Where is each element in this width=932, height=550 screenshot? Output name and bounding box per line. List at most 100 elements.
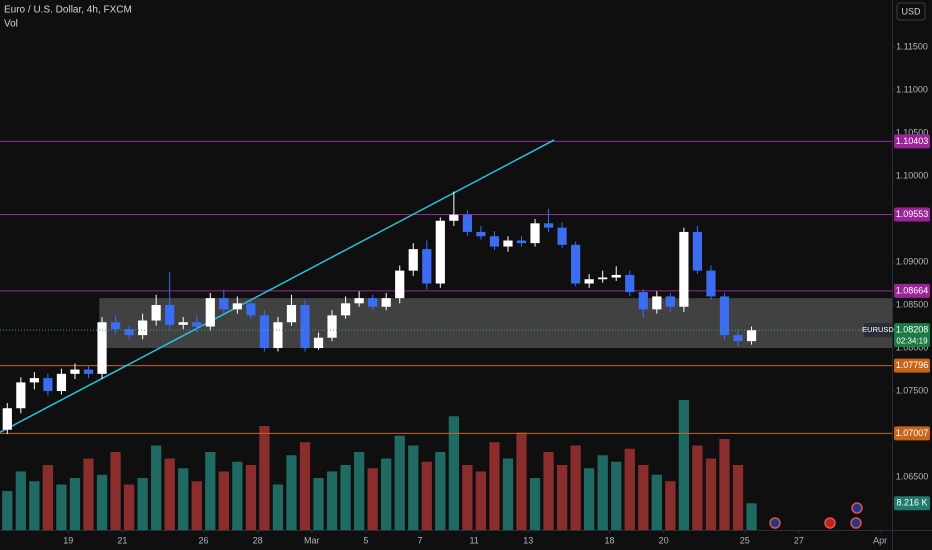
volume-bar [2, 491, 13, 530]
x-tick-label: Mar [304, 535, 320, 545]
candle-body [516, 240, 527, 244]
candle-body [219, 298, 229, 310]
candle-body [408, 249, 418, 271]
candle-body [273, 322, 283, 349]
volume-bar [123, 484, 135, 530]
currency-button[interactable] [896, 2, 926, 21]
volume-bar [529, 478, 541, 530]
x-tick-label: 27 [794, 535, 804, 545]
candle-body [97, 322, 107, 374]
event-icon[interactable] [851, 502, 863, 514]
volume-bar [502, 458, 514, 530]
volume-bar [638, 465, 649, 530]
chart-title: Euro / U.S. Dollar, 4h, FXCM [4, 5, 132, 16]
volume-bar [340, 465, 351, 530]
volume-bar [448, 416, 459, 530]
candle-body [381, 298, 391, 307]
zone [99, 298, 893, 349]
symbol-box [864, 323, 892, 338]
candle-body [462, 214, 472, 232]
volume-bar [83, 458, 94, 530]
x-tick-label: 28 [253, 535, 263, 545]
candle-body [665, 296, 675, 307]
volume-bar [42, 465, 54, 530]
volume-bar [462, 465, 473, 530]
volume-bar [326, 471, 338, 530]
candle-body [29, 378, 39, 383]
volume-bar [56, 484, 67, 530]
y-tick-label: 1.10000 [896, 170, 929, 180]
x-tick-label: 18 [604, 535, 614, 545]
volume-bar [408, 445, 419, 530]
event-icon[interactable] [769, 517, 781, 529]
currency-button-label[interactable]: USD [901, 6, 921, 16]
candle-body [652, 296, 662, 310]
volume-label-box [894, 496, 930, 511]
volume-bar [678, 400, 690, 530]
volume-bar [232, 461, 243, 530]
candle-body [638, 292, 648, 310]
candle-body [165, 305, 175, 325]
candle-body [43, 378, 53, 392]
x-tick-label: 11 [469, 535, 478, 545]
volume-bar [245, 465, 257, 530]
event-icon[interactable] [850, 517, 862, 529]
y-tick-label: 1.08500 [896, 299, 929, 309]
volume-bar [624, 448, 635, 530]
x-tick-label: 13 [523, 535, 533, 545]
candle-body [503, 240, 513, 247]
candle-body [422, 249, 432, 284]
event-icons [769, 502, 863, 529]
level-label-box [894, 358, 930, 373]
y-tick-label: 1.07500 [896, 385, 929, 395]
candle-body [327, 315, 337, 338]
candle-body [178, 322, 188, 325]
volume-bar [259, 426, 270, 530]
y-tick-label: 1.06500 [896, 471, 929, 481]
candle-body [543, 223, 554, 228]
volume-bar [218, 471, 229, 530]
volume-bar [435, 452, 446, 530]
candle-body [286, 305, 297, 323]
volume-bar [692, 445, 703, 530]
volume-bar [556, 465, 568, 530]
trendline [0, 139, 555, 433]
last-price-label: 1.08208 [896, 325, 929, 335]
volume-bar [299, 442, 311, 530]
candle-body [300, 305, 310, 349]
y-tick-label: 1.11000 [896, 84, 928, 94]
level-label-box [894, 426, 930, 441]
candle-body [571, 244, 581, 284]
volume-label: 8.216 K [896, 498, 927, 508]
candle-body [719, 296, 730, 336]
level-label: 1.10403 [896, 136, 929, 146]
y-tick-label: 1.10500 [896, 127, 929, 137]
volume-bar [69, 478, 81, 530]
candle-body [611, 274, 621, 278]
candle-body [692, 231, 703, 271]
volume-bar [475, 471, 487, 530]
volume-bar [732, 465, 744, 530]
x-tick-label: 25 [740, 535, 750, 545]
candle-body [313, 337, 324, 349]
volume-bar [570, 445, 581, 530]
event-icon[interactable] [824, 517, 836, 529]
candle-body [246, 303, 256, 316]
candle-body [746, 330, 757, 342]
last-price-box [894, 323, 930, 348]
volume-bar [489, 442, 500, 530]
candle-body [354, 298, 364, 304]
candle-body [368, 298, 378, 307]
volume-title: Vol [4, 19, 18, 30]
candle-body [16, 382, 26, 409]
candle-body [449, 214, 459, 221]
candle-body [395, 270, 405, 299]
volume-bar [719, 439, 730, 530]
candle-body [124, 329, 134, 336]
candle-body [151, 305, 161, 321]
volume-bar [272, 484, 284, 530]
volume-bar [543, 452, 554, 530]
countdown: 02:34:19 [896, 336, 928, 345]
volume-bar [651, 474, 662, 530]
